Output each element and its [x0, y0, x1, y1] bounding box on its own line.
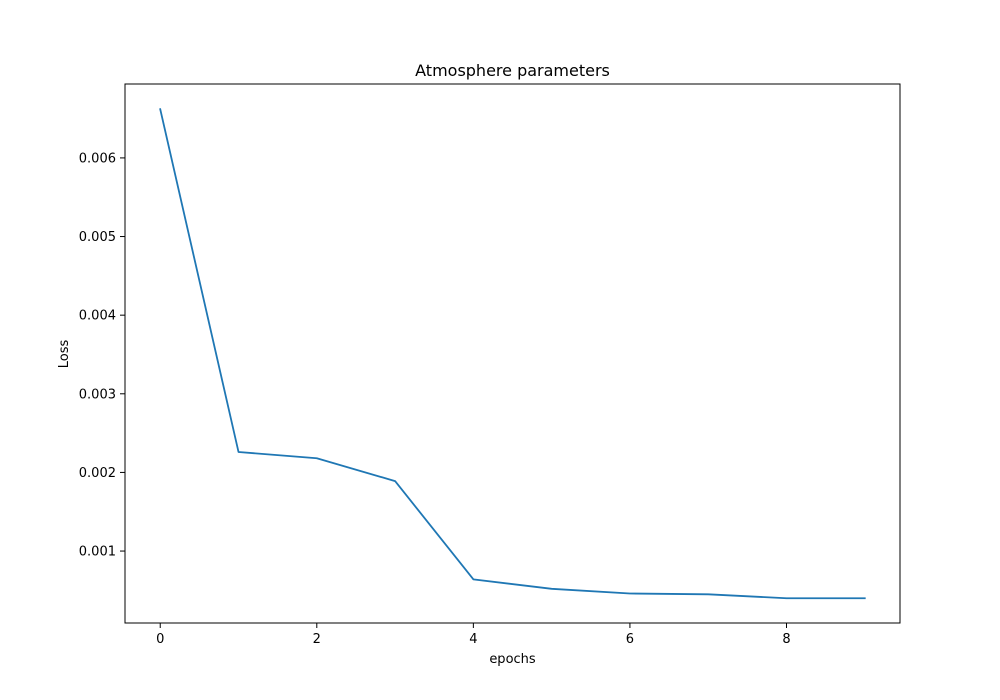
- x-tick-label: 6: [626, 632, 634, 647]
- series-line: [159, 108, 866, 600]
- y-tick-label: 0.004: [79, 309, 116, 324]
- x-axis-ticks: 0 2 4 6 8: [156, 623, 791, 647]
- chart-title: Atmosphere parameters: [415, 61, 610, 80]
- plot-area: 0 2 4 6 8 0.001 0.002 0.003 0.004 0.005 0.006: [79, 83, 901, 647]
- y-tick-label: 0.006: [79, 151, 116, 166]
- x-tick-label: 0: [156, 632, 164, 647]
- y-tick-label: 0.001: [79, 545, 116, 560]
- x-axis-title: epochs: [489, 652, 536, 667]
- series-layer: [159, 108, 866, 600]
- axes-frame: [124, 83, 901, 624]
- y-axis-ticks: 0.001 0.002 0.003 0.004 0.005 0.006: [79, 151, 125, 560]
- y-tick-label: 0.005: [79, 230, 116, 245]
- y-tick-label: 0.003: [79, 387, 116, 402]
- x-tick-label: 8: [782, 632, 790, 647]
- y-axis-title: Loss: [57, 340, 72, 369]
- x-tick-label: 2: [313, 632, 321, 647]
- x-tick-label: 4: [469, 632, 477, 647]
- y-tick-label: 0.002: [79, 466, 116, 481]
